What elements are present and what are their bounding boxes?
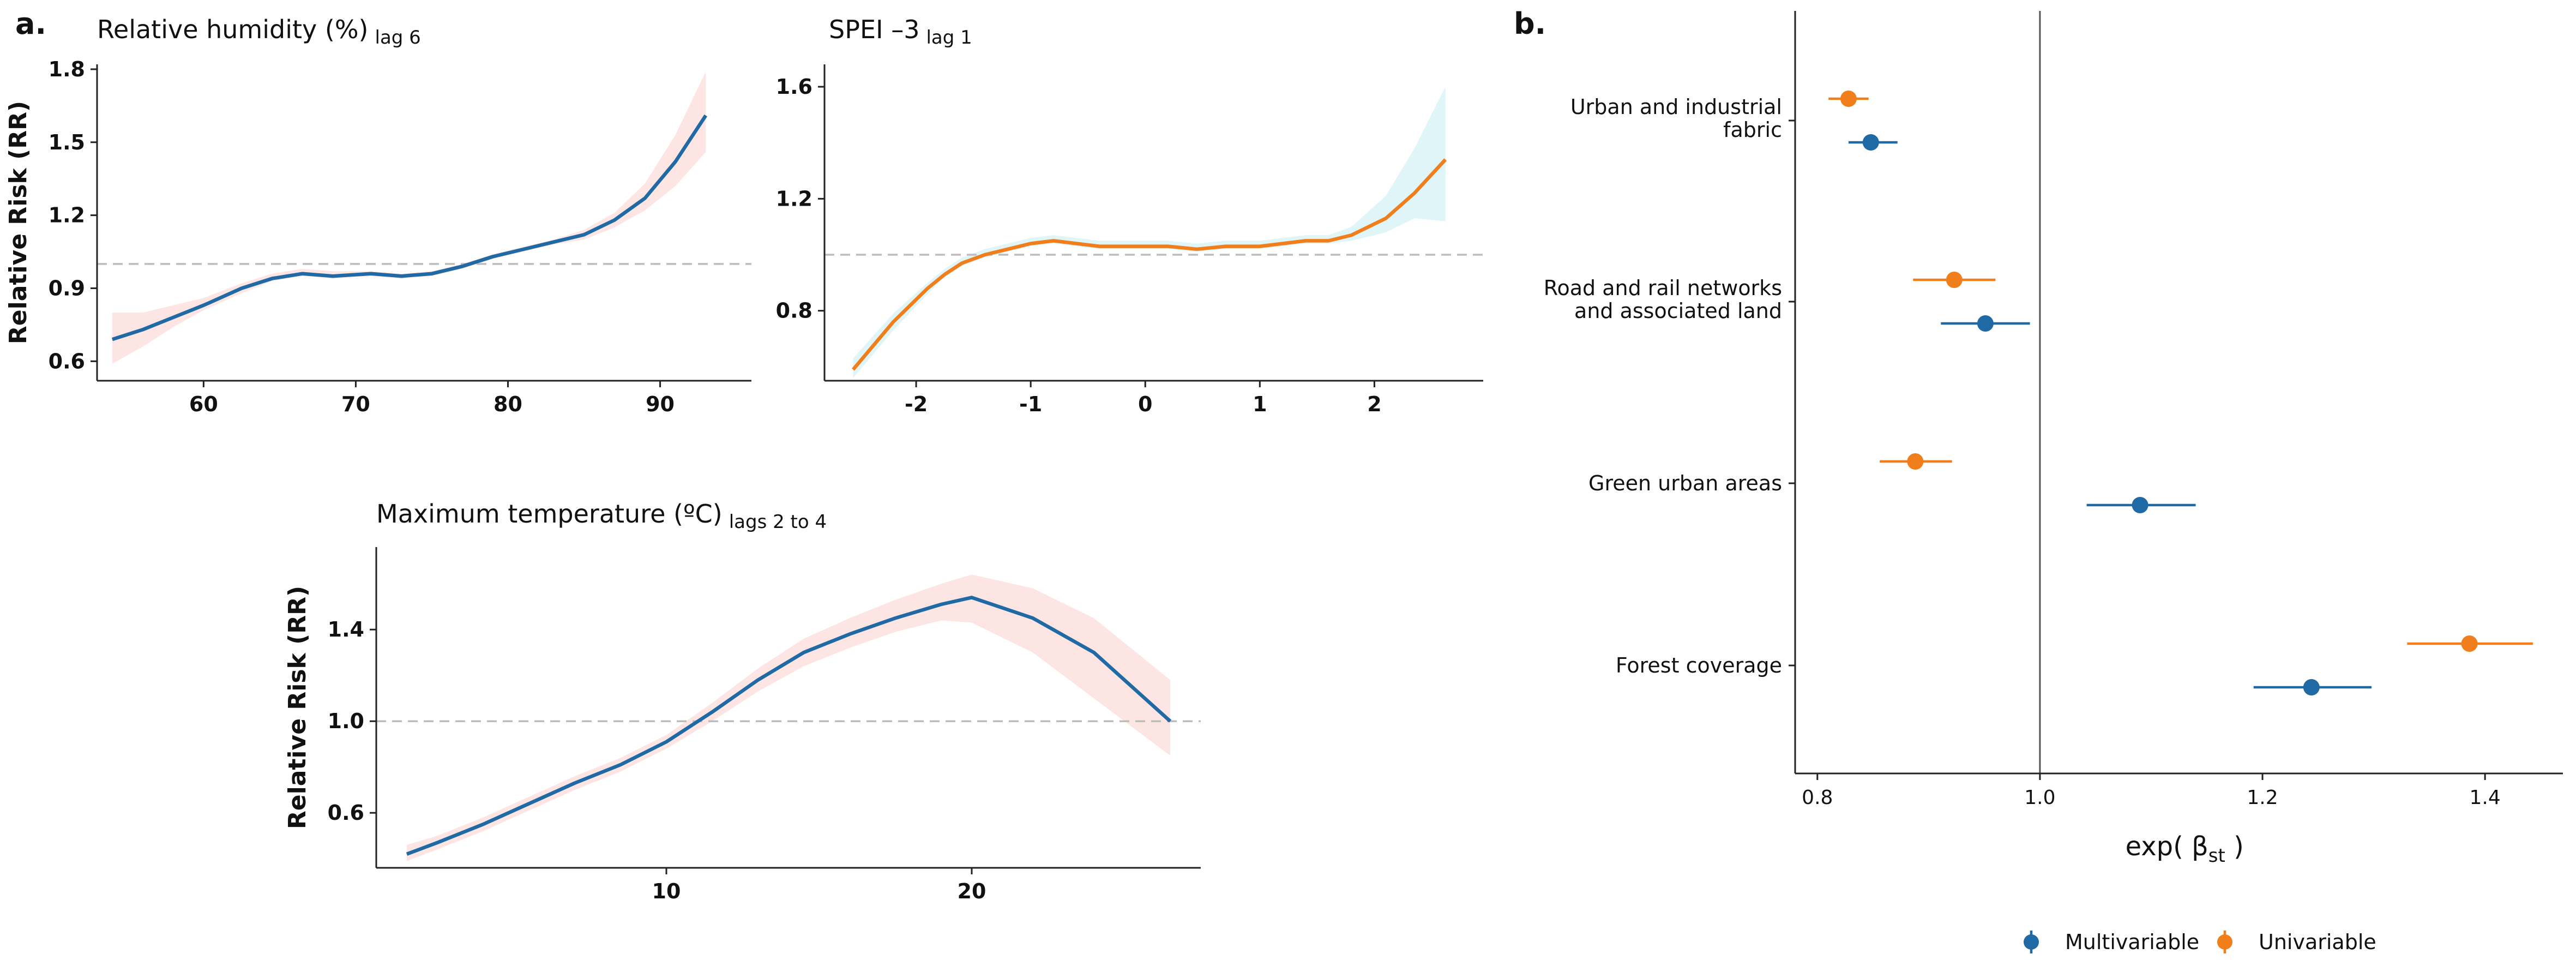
humidity-x-tick-label: 60 (189, 392, 218, 416)
temperature-y-tick-label: 1.0 (328, 709, 364, 733)
forest-x-axis-label: exp( βst ) (2126, 831, 2244, 867)
spei-panel: SPEI –3 lag 1 0.8 1.2 1.6 -2 -1 0 1 2 (776, 15, 1483, 416)
temperature-x-tick-label: 10 (652, 879, 681, 903)
spei-x-tick-label: 0 (1138, 392, 1152, 416)
legend-key-multivariable (2024, 931, 2039, 953)
temperature-x-tick-label: 20 (958, 879, 986, 903)
legend-label-univariable: Univariable (2259, 930, 2376, 954)
humidity-rr-line (111, 114, 708, 341)
spei-x-tick-label: 2 (1367, 392, 1381, 416)
forest-category-label-line2: and associated land (1574, 299, 1782, 323)
forest-x-tick-label: 1.2 (2247, 787, 2278, 809)
spei-title: SPEI –3 lag 1 (829, 15, 972, 49)
temperature-y-axis-label: Relative Risk (RR) (284, 586, 311, 829)
forest-point-multivariable (1977, 315, 1994, 332)
temperature-panel: Maximum temperature (ºC) lags 2 to 4 0.6 1.… (284, 499, 1201, 903)
spei-rr-line (852, 158, 1447, 371)
legend-label-multivariable: Multivariable (2065, 930, 2199, 954)
forest-category-label-line2: fabric (1723, 118, 1782, 142)
forest-point-multivariable (1862, 134, 1879, 151)
forest-category-label: Urban and industrial (1570, 95, 1782, 119)
spei-y-tick-label: 1.6 (776, 75, 812, 99)
panel-label-a: a. (15, 7, 46, 41)
forest-point-multivariable (2303, 679, 2320, 695)
humidity-x-tick-label: 90 (646, 392, 675, 416)
spei-y-tick-label: 0.8 (776, 299, 812, 323)
panel-label-b: b. (1514, 7, 1546, 41)
forest-point-univariable (1907, 453, 1924, 470)
forest-x-tick-label: 0.8 (1802, 787, 1833, 809)
humidity-x-tick-label: 70 (341, 392, 370, 416)
humidity-y-tick-label: 1.5 (49, 130, 85, 154)
spei-x-tick-label: -2 (905, 392, 928, 416)
legend: Multivariable Univariable (2024, 930, 2376, 954)
temperature-rr-line (406, 596, 1172, 856)
forest-category-label: Green urban areas (1588, 471, 1782, 495)
forest-point-univariable (2461, 635, 2478, 652)
forest-x-tick-label: 1.0 (2024, 787, 2055, 809)
humidity-y-tick-label: 1.2 (49, 203, 85, 227)
forest-point-univariable (1946, 272, 1963, 288)
humidity-y-tick-label: 1.8 (49, 57, 85, 81)
forest-point-univariable (1840, 91, 1857, 107)
temperature-y-tick-label: 1.4 (328, 617, 364, 641)
humidity-y-axis-label: Relative Risk (RR) (4, 101, 32, 344)
spei-x-tick-label: 1 (1253, 392, 1267, 416)
humidity-panel: Relative humidity (%) lag 6 0.6 0.9 1.2 1.5 1.… (4, 15, 751, 416)
temperature-title: Maximum temperature (ºC) lags 2 to 4 (376, 499, 827, 533)
legend-key-univariable (2217, 931, 2232, 953)
humidity-y-tick-label: 0.9 (49, 276, 85, 300)
humidity-title: Relative humidity (%) lag 6 (97, 15, 421, 49)
spei-y-tick-label: 1.2 (776, 187, 812, 211)
legend-key-dot (2024, 934, 2039, 950)
forest-point-multivariable (2132, 497, 2148, 513)
legend-key-dot (2217, 934, 2232, 950)
forest-category-label: Forest coverage (1616, 653, 1782, 677)
forest-category-label: Road and rail networks (1544, 276, 1782, 300)
temperature-confidence-band (407, 574, 1170, 861)
spei-x-tick-label: -1 (1019, 392, 1042, 416)
humidity-x-tick-label: 80 (493, 392, 522, 416)
forest-x-tick-label: 1.4 (2470, 787, 2501, 809)
temperature-y-tick-label: 0.6 (328, 801, 364, 825)
humidity-y-tick-label: 0.6 (49, 349, 85, 373)
